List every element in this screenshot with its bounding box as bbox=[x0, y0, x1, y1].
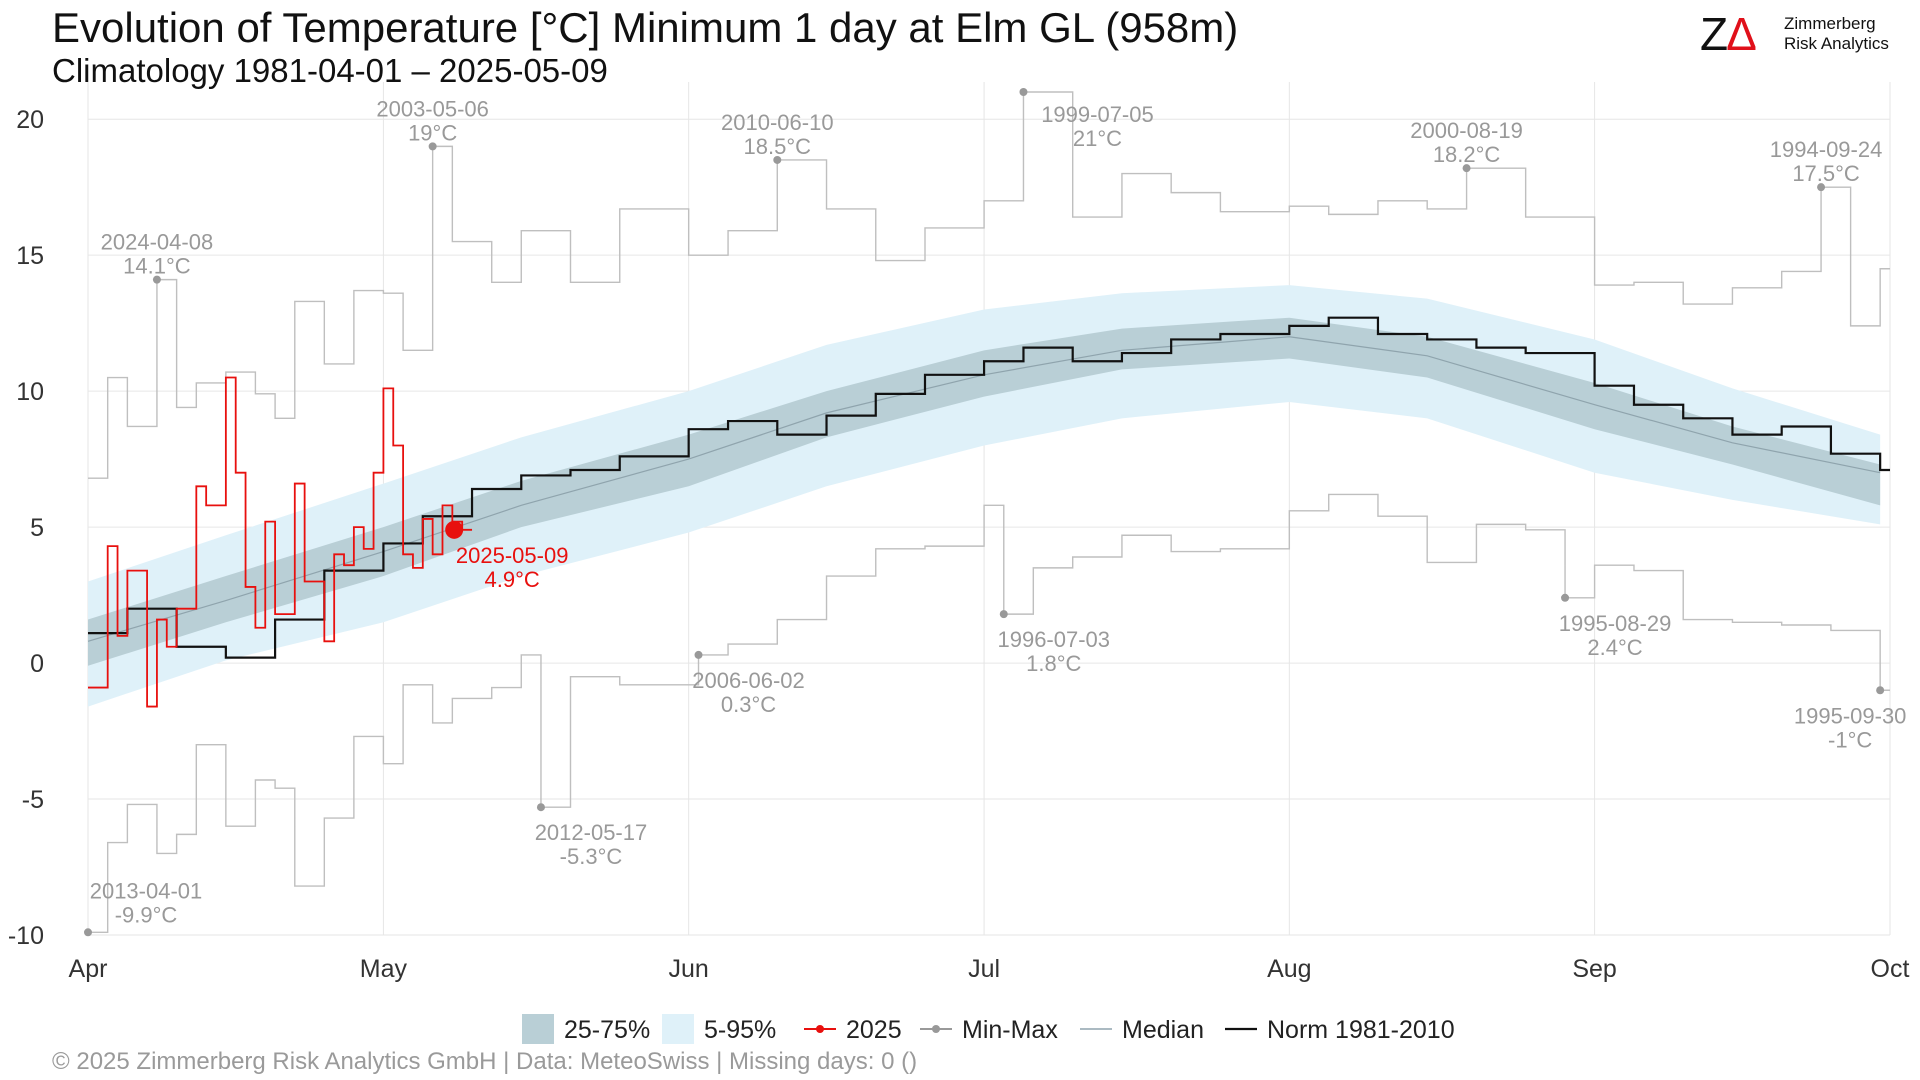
x-tick-label: Sep bbox=[1572, 955, 1616, 983]
extreme-point bbox=[1462, 164, 1471, 173]
annotation-value: 0.3°C bbox=[721, 692, 776, 717]
current-point bbox=[445, 520, 464, 539]
annotation-value: 14.1°C bbox=[123, 254, 191, 279]
x-tick-label: Jul bbox=[968, 955, 1000, 983]
x-tick-label: Aug bbox=[1267, 955, 1311, 983]
annotation-date: 2024-04-08 bbox=[101, 230, 214, 255]
annotation-date: 2003-05-06 bbox=[376, 96, 489, 121]
current-year-line bbox=[88, 376, 473, 708]
annotation-date: 2006-06-02 bbox=[692, 668, 805, 693]
annotation-value: 1.8°C bbox=[1026, 651, 1081, 676]
extreme-point bbox=[773, 155, 782, 164]
extreme-point bbox=[1019, 88, 1028, 96]
extreme-point bbox=[999, 610, 1008, 619]
y-tick-label: 10 bbox=[16, 378, 44, 406]
extreme-point bbox=[428, 142, 437, 151]
y-tick-label: 0 bbox=[30, 650, 44, 678]
annotation-date: 2025-05-09 bbox=[456, 543, 569, 568]
company-logo: ZΔ Zimmerberg Risk Analytics bbox=[1700, 8, 1910, 60]
y-tick-label: 15 bbox=[16, 242, 44, 270]
annotation-value: 18.2°C bbox=[1433, 142, 1501, 167]
annotation-date: 1994-09-24 bbox=[1770, 137, 1883, 162]
y-tick-label: -10 bbox=[8, 922, 44, 950]
norm-line bbox=[88, 316, 1890, 659]
legend-label: 2025 bbox=[846, 1016, 902, 1044]
chart-subtitle: Climatology 1981-04-01 – 2025-05-09 bbox=[52, 52, 608, 89]
extreme-point bbox=[152, 275, 161, 284]
extreme-point bbox=[84, 928, 92, 937]
legend-label: Min-Max bbox=[962, 1016, 1058, 1044]
annotation-value: 19°C bbox=[408, 120, 457, 145]
legend-swatch-minmax-dot bbox=[932, 1025, 940, 1033]
annotation-value: 2.4°C bbox=[1587, 635, 1642, 660]
percentile-bands bbox=[88, 285, 1881, 707]
annotation-value: -1°C bbox=[1828, 727, 1872, 752]
logo-line-2: Risk Analytics bbox=[1784, 34, 1889, 53]
band-25-75 bbox=[88, 317, 1881, 666]
annotation-value: 18.5°C bbox=[744, 134, 812, 159]
extreme-point bbox=[536, 803, 545, 812]
legend-label: Norm 1981-2010 bbox=[1267, 1016, 1455, 1044]
annotation-date: 2013-04-01 bbox=[90, 878, 203, 903]
series-lines bbox=[87, 91, 1890, 933]
annotation-date: 2010-06-10 bbox=[721, 110, 834, 135]
annotation-value: -9.9°C bbox=[115, 902, 178, 927]
extreme-point bbox=[694, 650, 703, 659]
logo-line-1: Zimmerberg bbox=[1784, 14, 1876, 33]
logo-mark-icon: ZΔ bbox=[1700, 8, 1757, 60]
x-tick-label: Apr bbox=[69, 955, 108, 983]
footer-credits: © 2025 Zimmerberg Risk Analytics GmbH | … bbox=[52, 1048, 918, 1075]
extreme-point bbox=[1876, 686, 1885, 695]
x-tick-label: Jun bbox=[669, 955, 709, 983]
y-tick-label: 5 bbox=[30, 514, 44, 542]
legend: 25-75% 5-95% 2025 Min-Max Median Norm 1981-20… bbox=[522, 1014, 1455, 1044]
logo-text: Zimmerberg Risk Analytics bbox=[1784, 14, 1889, 54]
x-tick-label: May bbox=[360, 955, 408, 983]
x-tick-label: Oct bbox=[1871, 955, 1910, 983]
annotation-date: 1996-07-03 bbox=[997, 627, 1110, 652]
extreme-point bbox=[1561, 593, 1570, 602]
legend-swatch-5-95 bbox=[662, 1014, 694, 1044]
annotation-date: 1995-08-29 bbox=[1559, 611, 1672, 636]
extreme-point bbox=[1817, 183, 1826, 192]
annotation-date: 1999-07-05 bbox=[1041, 102, 1154, 127]
legend-swatch-2025-dot bbox=[816, 1025, 824, 1033]
legend-label: 5-95% bbox=[704, 1016, 776, 1044]
annotation-date: 2012-05-17 bbox=[535, 820, 648, 845]
min-line bbox=[88, 493, 1890, 933]
band-5-95 bbox=[88, 285, 1881, 707]
legend-swatch-25-75 bbox=[522, 1014, 554, 1044]
y-tick-label: 20 bbox=[16, 106, 44, 134]
axis-labels: 20 15 10 5 0 -5 -10 Apr May Jun Jul Aug Sep Oct bbox=[8, 106, 1910, 983]
annotation-value: 17.5°C bbox=[1792, 161, 1860, 186]
y-tick-label: -5 bbox=[22, 786, 44, 814]
legend-label: Median bbox=[1122, 1016, 1204, 1044]
annotation-date: 1995-09-30 bbox=[1794, 703, 1907, 728]
annotation-value: 21°C bbox=[1073, 126, 1122, 151]
annotation-date: 2000-08-19 bbox=[1410, 118, 1523, 143]
max-line bbox=[88, 91, 1890, 479]
legend-label: 25-75% bbox=[564, 1016, 650, 1044]
chart-title: Evolution of Temperature [°C] Minimum 1 … bbox=[52, 4, 1239, 51]
annotation-value: 4.9°C bbox=[485, 567, 540, 592]
annotation-value: -5.3°C bbox=[560, 844, 623, 869]
